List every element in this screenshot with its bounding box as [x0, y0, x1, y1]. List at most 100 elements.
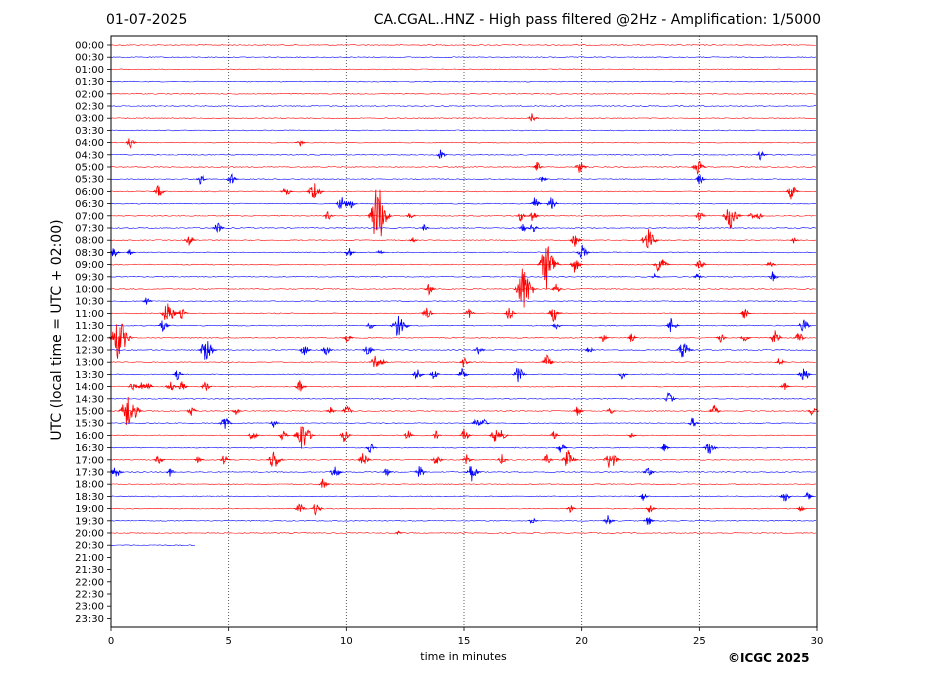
seismic-event	[530, 198, 543, 206]
seismic-event	[382, 469, 392, 475]
seismic-event	[212, 223, 225, 231]
seismic-event	[432, 431, 442, 439]
seismic-event	[569, 260, 583, 272]
seismic-event	[294, 504, 307, 511]
seismic-event	[187, 408, 198, 416]
seismic-event	[804, 493, 814, 499]
trace-13:30	[111, 374, 816, 375]
y-tick-label: 20:30	[75, 541, 104, 552]
y-tick-label: 23:00	[75, 602, 104, 613]
y-tick-label: 16:00	[75, 431, 104, 442]
seismic-event	[561, 450, 578, 466]
trace-04:00	[111, 142, 816, 143]
y-tick-label: 09:00	[75, 260, 104, 271]
seismic-event	[459, 429, 472, 439]
seismic-event	[585, 348, 595, 352]
seismic-event	[248, 433, 259, 438]
y-tick-label: 22:30	[75, 590, 104, 601]
seismic-event	[457, 368, 470, 376]
seismic-event	[576, 245, 590, 258]
y-tick-label: 23:30	[75, 614, 104, 625]
seismic-event	[126, 249, 135, 255]
trace-19:00	[111, 508, 816, 509]
seismic-event	[342, 336, 353, 342]
seismic-event	[766, 262, 776, 266]
trace-08:30	[111, 252, 816, 253]
seismic-event	[459, 358, 472, 367]
seismic-event	[756, 152, 767, 160]
y-tick-label: 14:00	[75, 382, 104, 393]
seismic-event	[716, 335, 727, 342]
seismic-event	[552, 325, 562, 329]
seismic-event	[299, 347, 312, 356]
seismic-event	[365, 444, 376, 452]
seismic-event	[497, 454, 508, 463]
trace-00:00	[111, 45, 816, 46]
seismic-event	[643, 517, 654, 524]
y-tick-label: 04:00	[75, 138, 104, 149]
seismic-event	[528, 113, 539, 121]
y-tick-label: 15:00	[75, 407, 104, 418]
y-tick-label: 21:00	[75, 553, 104, 564]
y-tick-label: 12:00	[75, 333, 104, 344]
seismic-event	[318, 479, 329, 488]
seismic-event	[160, 304, 179, 320]
trace-05:00	[111, 167, 816, 168]
seismic-event	[688, 418, 699, 426]
seismic-event	[177, 381, 188, 389]
trace-20:30	[111, 545, 195, 546]
seismic-event	[478, 420, 489, 425]
y-tick-label: 15:30	[75, 419, 104, 430]
seismic-event	[269, 422, 279, 428]
trace-01:30	[111, 81, 816, 82]
trace-10:30	[111, 301, 816, 302]
seismic-event	[676, 344, 694, 358]
trace-03:00	[111, 118, 816, 119]
seismic-event	[165, 382, 178, 390]
seismic-event	[513, 269, 538, 308]
trace-17:30	[111, 472, 816, 473]
trace-18:30	[111, 496, 816, 497]
seismic-event	[547, 309, 562, 321]
seismic-event	[110, 468, 124, 477]
y-tick-label: 06:00	[75, 187, 104, 198]
y-tick-label: 08:00	[75, 236, 104, 247]
y-axis-label: UTC (local time = UTC + 02:00)	[49, 219, 65, 440]
plot-frame	[111, 36, 817, 627]
y-tick-label: 18:30	[75, 492, 104, 503]
seismic-event	[779, 494, 792, 501]
seismic-event	[645, 505, 656, 512]
seismic-event	[533, 162, 544, 170]
seismic-event	[125, 138, 136, 147]
x-tick-label: 0	[108, 636, 114, 647]
seismic-event	[294, 380, 307, 391]
y-tick-label: 14:30	[75, 394, 104, 405]
seismic-event	[421, 225, 430, 231]
trace-02:30	[111, 106, 816, 107]
trace-02:00	[111, 93, 816, 94]
trace-14:30	[111, 398, 816, 399]
seismic-event	[347, 201, 357, 208]
seismic-event	[775, 358, 786, 364]
y-tick-label: 19:30	[75, 516, 104, 527]
seismic-event	[519, 224, 529, 231]
y-tick-label: 13:00	[75, 358, 104, 369]
seismic-event	[326, 407, 336, 413]
seismic-event	[603, 515, 616, 524]
trace-11:30	[111, 325, 816, 326]
trace-18:00	[111, 484, 816, 485]
seismic-event	[341, 406, 354, 413]
trace-03:30	[111, 130, 816, 131]
y-tick-label: 18:00	[75, 480, 104, 491]
seismic-event	[570, 236, 583, 247]
seismic-event	[465, 466, 482, 481]
seismic-event	[109, 324, 134, 359]
seismic-event	[528, 225, 539, 232]
seismic-event	[366, 324, 376, 329]
seismic-event	[378, 360, 388, 364]
trace-09:00	[111, 264, 816, 265]
seismic-event	[797, 506, 807, 511]
trace-00:30	[111, 57, 816, 58]
seismic-event	[695, 176, 706, 185]
